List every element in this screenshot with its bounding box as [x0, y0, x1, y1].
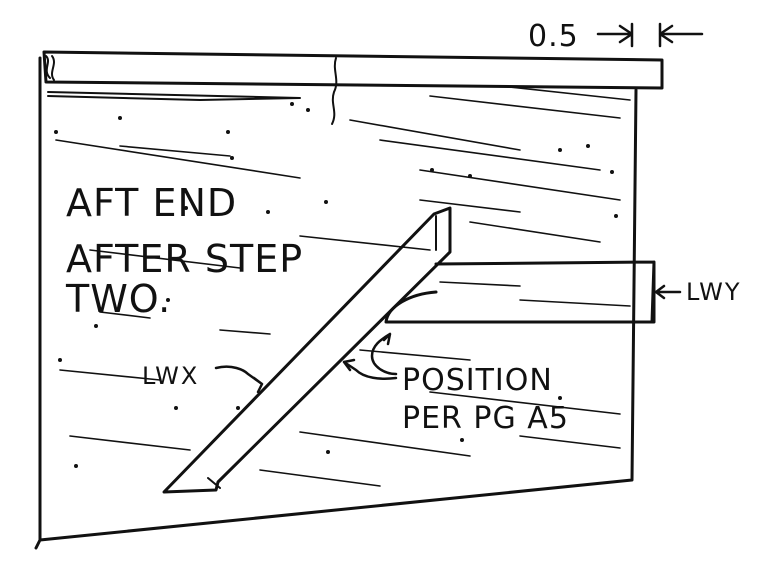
surface-hatching: [55, 85, 631, 487]
position-leader: [342, 332, 398, 380]
lwy-shading: [439, 281, 631, 307]
top-plank: [42, 50, 664, 90]
lwy-leader: [654, 284, 682, 300]
caption-line-3: TWO.: [65, 277, 171, 321]
note-line-2: PER PG A5: [402, 401, 569, 436]
lwx-member: [162, 206, 452, 494]
note-line-1: POSITION: [402, 363, 553, 398]
plank-underside: [47, 91, 301, 101]
panel-outline: [34, 56, 638, 550]
lwx-edge: [207, 215, 437, 489]
dimension-arrow-left: [596, 22, 634, 48]
lwx-label: LWX: [142, 362, 199, 390]
plank-joint: [331, 57, 338, 125]
lwy-label: LWY: [686, 278, 742, 306]
caption-line-2: AFTER STEP: [66, 237, 303, 281]
surface-specks: [54, 102, 618, 468]
dimension-label: 0.5: [528, 19, 579, 54]
lwy-member: [384, 260, 656, 324]
top-plank-end-grain: [45, 55, 55, 81]
caption-line-1: AFT END: [66, 181, 237, 225]
lwx-leader: [214, 365, 264, 394]
dimension-arrow-right: [658, 22, 704, 48]
